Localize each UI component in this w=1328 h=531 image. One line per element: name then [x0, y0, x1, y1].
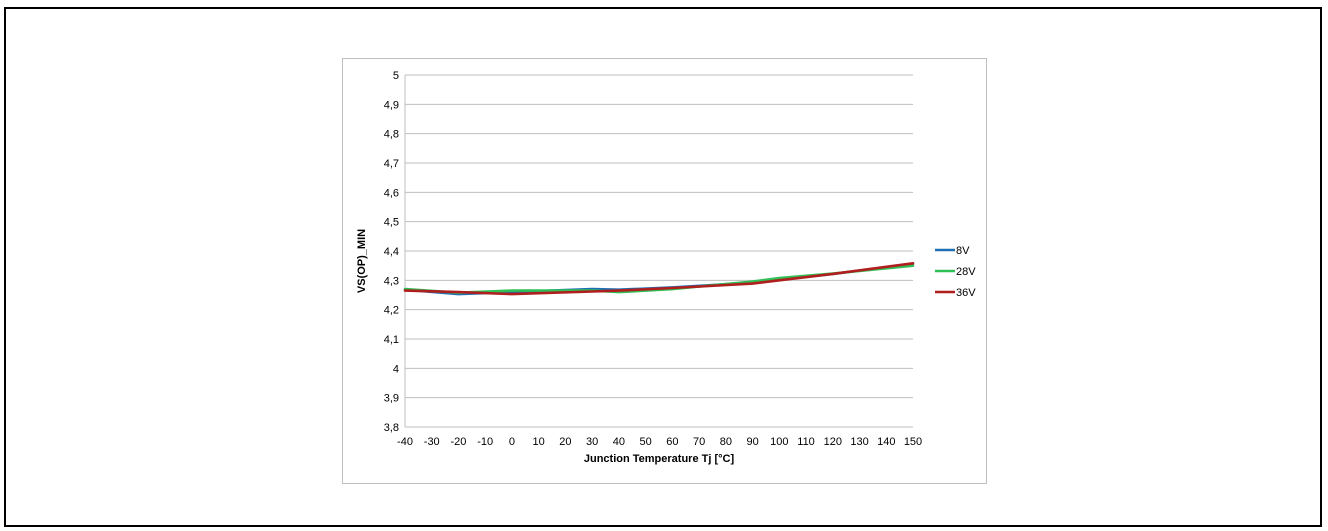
y-tick-label: 4,5: [384, 217, 399, 229]
x-tick-label: 30: [586, 436, 598, 448]
x-tick-label: -20: [451, 436, 467, 448]
y-tick-label: 5: [393, 70, 399, 82]
figure-frame: [4, 7, 1322, 527]
x-tick-label: 20: [559, 436, 571, 448]
x-tick-label: 70: [693, 436, 705, 448]
x-tick-label: 130: [850, 436, 868, 448]
x-tick-label: 140: [877, 436, 895, 448]
x-tick-label: 90: [746, 436, 758, 448]
x-axis-ticks: -40 -30 -20 -10 0 10 20 30 40 50 60 70 80 90 100 110 120…: [397, 436, 922, 448]
y-tick-label: 3,8: [384, 422, 399, 434]
x-tick-label: 100: [770, 436, 788, 448]
x-tick-label: 120: [824, 436, 842, 448]
grid-lines: [404, 74, 913, 428]
x-tick-label: 40: [613, 436, 625, 448]
y-tick-label: 3,9: [384, 393, 399, 405]
x-axis-title: Junction Temperature Tj [°C]: [584, 453, 735, 465]
y-axis-title: VS(OP)_MIN: [356, 229, 368, 293]
legend-label: 8V: [956, 245, 970, 257]
series-lines: [403, 262, 915, 296]
x-tick-label: -40: [397, 436, 413, 448]
x-tick-label: 60: [666, 436, 678, 448]
y-tick-label: 4,6: [384, 187, 399, 199]
x-tick-label: 10: [533, 436, 545, 448]
series-line-36v: [403, 262, 915, 296]
x-tick-label: 110: [797, 436, 815, 448]
y-tick-label: 4,8: [384, 129, 399, 141]
y-tick-label: 4: [393, 363, 399, 375]
legend: 8V 28V 36V: [935, 245, 976, 299]
x-tick-label: 0: [509, 436, 515, 448]
x-tick-label: -10: [477, 436, 493, 448]
x-tick-label: -30: [424, 436, 440, 448]
y-tick-label: 4,4: [384, 246, 399, 258]
line-chart: 3,83,944,14,24,34,44,54,64,74,84,95 -40-…: [356, 70, 976, 465]
y-tick-label: 4,3: [384, 275, 399, 287]
x-tick-label: 150: [904, 436, 922, 448]
chart-area: 3,8 3,9 4 4,1 4,2 4,3 4,4 4,5 4,6 4,7 4,8 4,9 5 -40-…: [342, 58, 987, 484]
y-tick-label: 4,2: [384, 305, 399, 317]
y-tick-label: 4,1: [384, 334, 399, 346]
legend-label: 36V: [956, 287, 976, 299]
y-tick-label: 4,9: [384, 99, 399, 111]
legend-label: 28V: [956, 266, 976, 278]
x-tick-label: 50: [640, 436, 652, 448]
y-axis-ticks: 3,8 3,9 4 4,1 4,2 4,3 4,4 4,5 4,6 4,7 4,8 4,9 5: [384, 70, 399, 434]
x-tick-label: 80: [720, 436, 732, 448]
y-tick-label: 4,7: [384, 158, 399, 170]
